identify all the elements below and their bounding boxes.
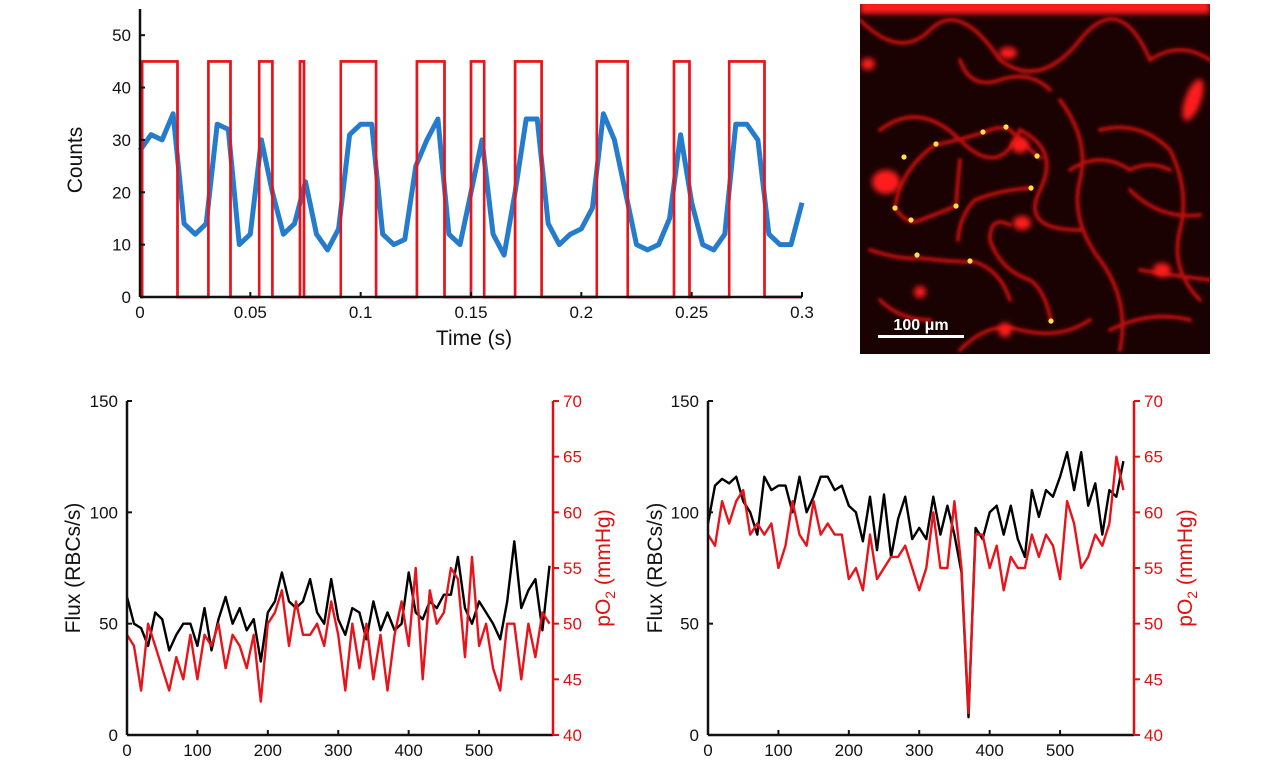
y-tick-label: 0 <box>122 288 131 307</box>
measurement-point-marker <box>908 217 914 223</box>
measurement-point-marker <box>933 141 939 147</box>
measurement-point-marker <box>914 252 920 258</box>
measurement-point-marker <box>953 203 959 209</box>
measurement-point-marker <box>1034 153 1040 159</box>
measurement-point-marker <box>980 129 986 135</box>
x-tick-label: 0.15 <box>454 303 487 322</box>
right-y-tick-label: 40 <box>1144 726 1163 745</box>
x-tick-label: 0.1 <box>349 303 373 322</box>
measurement-point-marker <box>1028 185 1034 191</box>
x-tick-label: 300 <box>324 741 352 760</box>
measurement-point-marker <box>1048 318 1054 324</box>
right-y-tick-label: 60 <box>1144 503 1163 522</box>
flux-po2-chart-left: 0 100 200 300 400 500 0 50 100 150 40 45 50 55 60 65 70 <box>90 392 582 760</box>
x-tick-label: 0 <box>135 303 144 322</box>
right-y-tick-label: 65 <box>1144 448 1163 467</box>
x-tick-label: 500 <box>1046 741 1074 760</box>
time-x-label: Time (s) <box>436 327 512 350</box>
gate-pulse-overlay <box>140 60 802 299</box>
right-y-tick-label: 40 <box>563 726 582 745</box>
x-tick-label: 0.2 <box>570 303 594 322</box>
scale-bar-label: 100 μm <box>893 317 948 334</box>
x-tick-label: 0.25 <box>675 303 708 322</box>
y-tick-label: 50 <box>112 26 131 45</box>
gate-pulse-10 <box>729 61 764 297</box>
y-tick-label: 150 <box>90 392 118 411</box>
vessel-blobs <box>860 4 1210 337</box>
x-tick-label: 100 <box>764 741 792 760</box>
scale-bar <box>878 335 964 338</box>
y-tick-label: 10 <box>112 236 131 255</box>
x-tick-label: 0 <box>122 741 131 760</box>
flux-y-label-right: Flux (RBCs/s) <box>644 503 667 634</box>
y-tick-label: 100 <box>671 503 699 522</box>
y-tick-label: 150 <box>671 392 699 411</box>
right-y-tick-label: 45 <box>1144 670 1163 689</box>
x-tick-label: 100 <box>183 741 211 760</box>
x-tick-label: 400 <box>394 741 422 760</box>
measurement-point-marker <box>892 205 898 211</box>
y-tick-label: 50 <box>680 615 699 634</box>
x-tick-label: 300 <box>905 741 933 760</box>
x-tick-label: 400 <box>975 741 1003 760</box>
right-y-tick-label: 60 <box>563 503 582 522</box>
y-tick-label: 0 <box>690 726 699 745</box>
right-y-tick-label: 70 <box>563 392 582 411</box>
gate-pulse-5 <box>417 61 445 297</box>
x-tick-label: 200 <box>254 741 282 760</box>
measurement-point-marker <box>967 258 973 264</box>
right-y-tick-label: 65 <box>563 448 582 467</box>
y-tick-label: 40 <box>112 79 131 98</box>
y-tick-label: 0 <box>109 726 118 745</box>
right-y-tick-label: 55 <box>1144 559 1163 578</box>
po2-y-label-right: pO2 (mmHg) <box>1174 509 1200 626</box>
po2-trace <box>125 555 551 703</box>
right-y-tick-label: 45 <box>563 670 582 689</box>
counts-y-label: Counts <box>64 127 87 194</box>
x-tick-label: 200 <box>835 741 863 760</box>
measurement-point-marker <box>901 154 907 160</box>
vessel-micrograph: 100 μm <box>860 4 1210 354</box>
x-tick-label: 500 <box>465 741 493 760</box>
measurement-points <box>892 124 1054 324</box>
po2-y-label-left: pO2 (mmHg) <box>592 509 618 626</box>
right-y-tick-label: 50 <box>1144 615 1163 634</box>
x-tick-label: 0.05 <box>234 303 267 322</box>
right-y-tick-label: 70 <box>1144 392 1163 411</box>
y-tick-label: 100 <box>90 503 118 522</box>
flux-po2-chart-right: 0 100 200 300 400 500 0 50 100 150 40 45 50 55 60 65 70 <box>671 392 1163 760</box>
flux-trace <box>125 540 551 663</box>
right-y-tick-label: 50 <box>563 615 582 634</box>
y-tick-label: 30 <box>112 131 131 150</box>
flux-trace <box>706 451 1125 719</box>
x-tick-label: 0.3 <box>790 303 814 322</box>
po2-trace <box>706 455 1125 714</box>
counts-chart: 0 0.05 0.1 0.15 0.2 0.25 0.3 0 10 20 30 40 50 <box>112 9 814 322</box>
right-y-tick-label: 55 <box>563 559 582 578</box>
gate-pulse-0 <box>142 61 177 297</box>
measurement-point-marker <box>1003 124 1009 130</box>
flux-y-label-left: Flux (RBCs/s) <box>62 503 85 634</box>
y-tick-label: 50 <box>99 615 118 634</box>
y-tick-label: 20 <box>112 183 131 202</box>
x-tick-label: 0 <box>703 741 712 760</box>
